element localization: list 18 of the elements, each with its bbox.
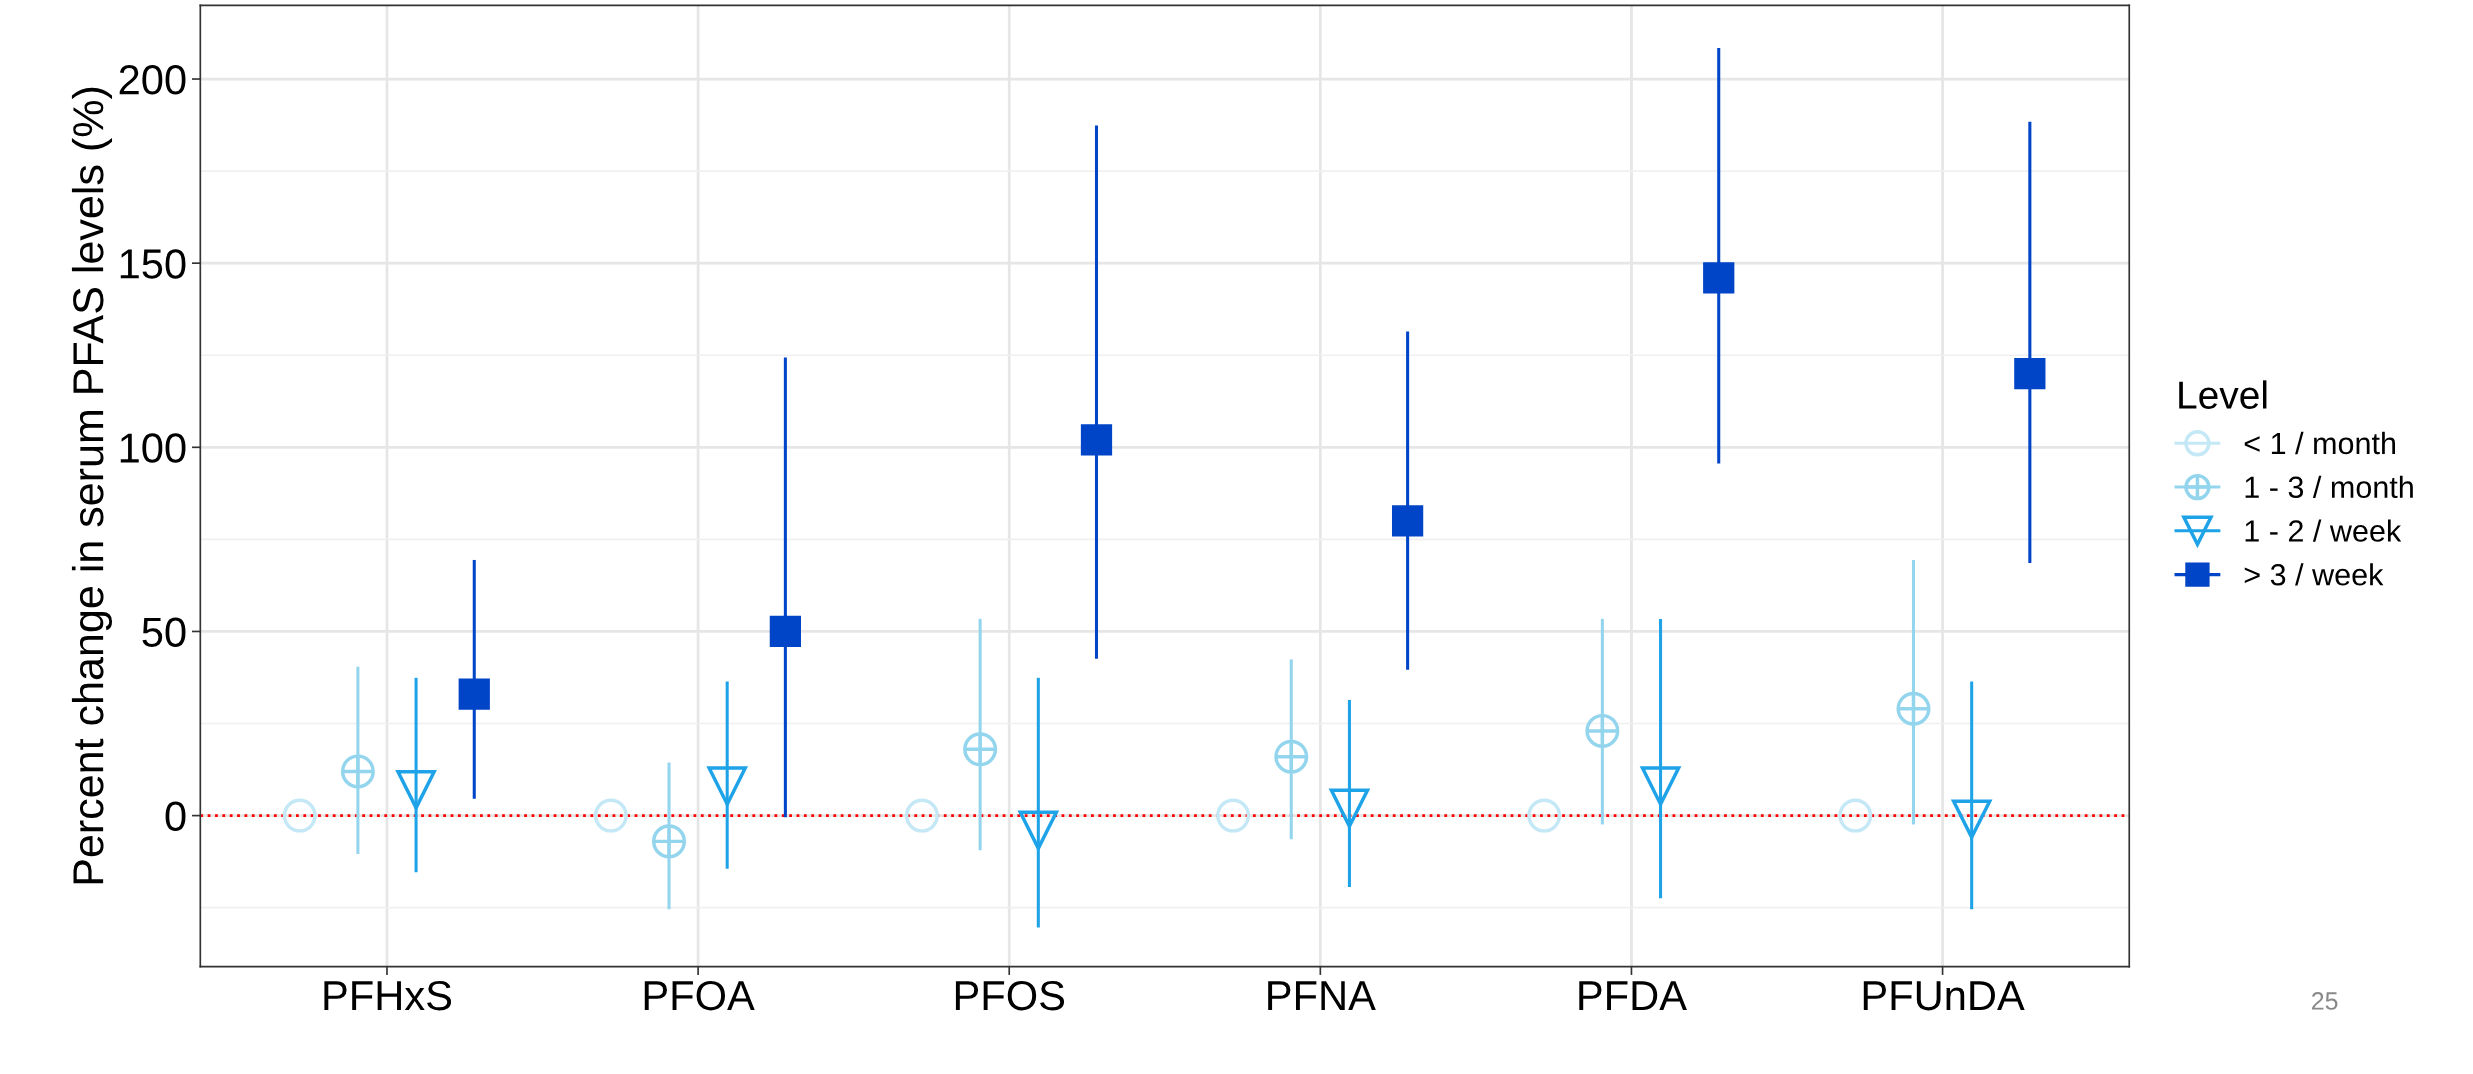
x-tick-label: PFHxS [324,980,452,1011]
x-tick-label: PFOA [644,980,755,1011]
x-tick-label: PFOS [955,980,1065,1011]
legend-label: > 3 / week [2244,563,2384,586]
legend-label: 1 - 2 / week [2245,519,2402,542]
y-tick-label: 50 [142,617,186,647]
y-tick-label: 0 [165,801,186,832]
legend-label: < 1 / month [2244,431,2395,455]
x-tick-label: PFDA [1579,981,1687,1010]
legend-label: 1 - 3 / month [2245,475,2413,499]
x-tick-label: PFNA [1268,981,1376,1010]
y-tick-label: 150 [120,249,186,279]
y-tick-label: 100 [120,433,186,463]
legend-title: Level [2179,380,2267,409]
text: 25 [2311,992,2338,1010]
y-tick-label: 200 [119,65,186,95]
y-axis-title: Percent change in serum PFAS levels (%) [71,87,113,884]
x-tick-label: PFUnDA [1863,981,2025,1011]
